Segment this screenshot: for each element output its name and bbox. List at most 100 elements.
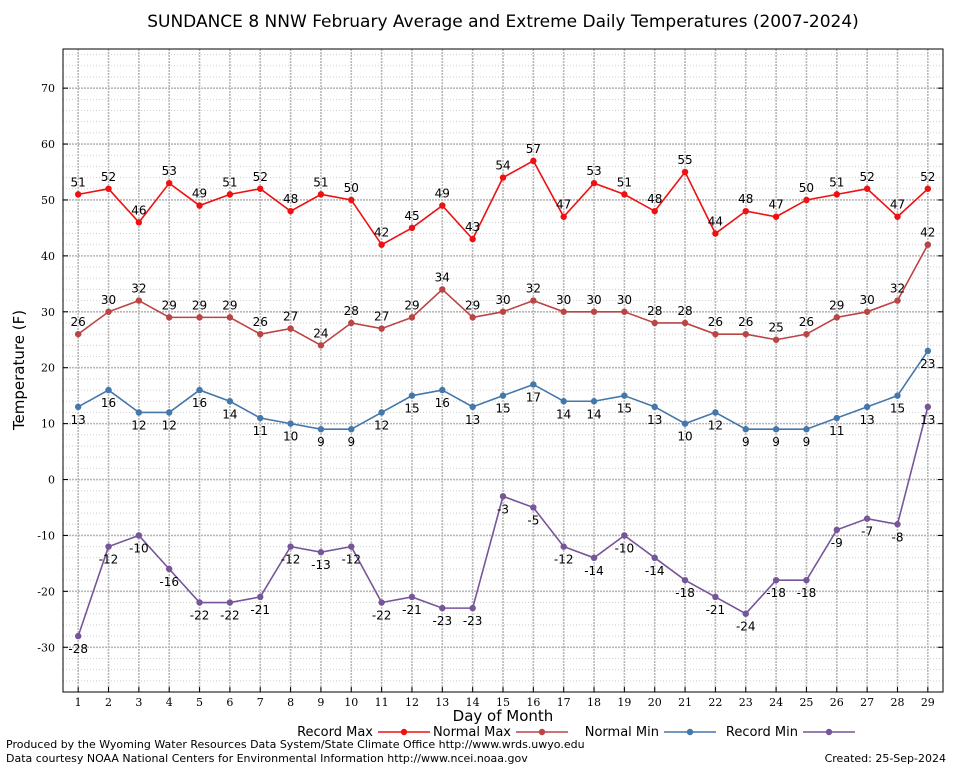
data-point-record-min	[530, 504, 537, 511]
data-label-normal-min: 9	[317, 435, 325, 449]
data-point-normal-min	[833, 414, 840, 422]
data-point-normal-min	[712, 409, 719, 416]
data-label-normal-max: 29	[222, 298, 237, 312]
x-tick-label: 26	[830, 696, 844, 709]
x-axis-title: Day of Month	[453, 707, 554, 725]
data-point-record-min	[833, 526, 840, 534]
x-tick-label: 18	[587, 696, 601, 709]
data-label-record-max: 53	[162, 164, 177, 178]
data-point-record-max	[74, 191, 82, 198]
data-label-record-min: -13	[311, 558, 331, 572]
data-label-normal-max: 28	[647, 304, 662, 318]
data-point-normal-min	[257, 414, 264, 422]
data-label-record-min: -23	[463, 614, 483, 628]
data-label-record-max: 51	[829, 175, 844, 189]
data-label-normal-max: 26	[799, 315, 814, 329]
x-tick-label: 2	[105, 696, 112, 709]
data-point-normal-max	[348, 319, 355, 327]
data-point-normal-max	[530, 297, 537, 304]
data-point-record-max	[863, 185, 871, 192]
data-label-record-max: 45	[404, 209, 419, 223]
x-tick-label: 21	[678, 696, 692, 709]
data-label-normal-min: 9	[347, 435, 355, 449]
data-point-record-min	[712, 593, 719, 601]
data-point-record-max	[408, 224, 416, 232]
data-point-record-min	[590, 554, 598, 562]
data-label-normal-max: 30	[495, 293, 510, 307]
data-label-normal-min: 9	[742, 435, 750, 449]
data-point-record-max	[833, 191, 840, 198]
series-record-max: 51 52 46 53 49 51 52 48 51 50 42 45 49 43 54 57 47 53 51 48…	[71, 142, 935, 248]
data-label-record-min: -3	[497, 502, 509, 516]
data-point-record-max	[499, 174, 507, 181]
chart-title: SUNDANCE 8 NNW February Average and Extr…	[147, 12, 859, 32]
data-point-record-min	[287, 543, 294, 550]
x-tick-label: 1	[75, 696, 82, 709]
data-label-record-min: -9	[831, 536, 843, 550]
data-point-normal-min	[226, 398, 234, 405]
data-point-record-min	[74, 632, 82, 640]
data-point-record-max	[105, 185, 112, 192]
data-point-record-max	[196, 202, 203, 209]
data-label-normal-min: 23	[920, 357, 935, 371]
y-tick-label: 10	[41, 418, 55, 431]
data-label-record-max: 50	[799, 181, 814, 195]
data-point-normal-min	[621, 392, 628, 399]
footer-created-date: Created: 25-Sep-2024	[825, 752, 946, 765]
data-label-normal-min: 12	[131, 418, 146, 432]
data-point-normal-max	[560, 308, 567, 315]
data-label-record-min: -28	[68, 642, 88, 656]
data-label-record-min: -24	[736, 620, 756, 634]
data-label-normal-min: 13	[647, 413, 662, 427]
x-tick-label: 28	[890, 696, 904, 709]
data-point-record-max	[348, 196, 355, 204]
data-point-normal-min	[105, 386, 112, 394]
data-point-record-max	[439, 202, 446, 209]
data-point-normal-max	[317, 342, 325, 349]
footer-data-courtesy: Data courtesy NOAA National Centers for …	[6, 752, 528, 765]
data-label-normal-max: 34	[435, 270, 450, 284]
x-tick-label: 27	[860, 696, 874, 709]
data-point-record-min	[772, 576, 780, 584]
x-tick-label: 25	[799, 696, 813, 709]
data-label-record-max: 52	[920, 170, 935, 184]
data-point-record-min	[499, 493, 507, 500]
data-point-record-max	[166, 179, 173, 187]
data-point-normal-max	[287, 325, 294, 332]
data-point-normal-min	[287, 420, 294, 427]
data-point-normal-min	[135, 409, 143, 416]
x-tick-label: 9	[317, 696, 324, 709]
data-label-normal-min: 9	[803, 435, 811, 449]
data-label-normal-min: 16	[192, 396, 207, 410]
y-tick-label: 0	[48, 474, 55, 487]
data-label-record-max: 47	[768, 198, 783, 212]
data-point-record-min	[924, 403, 932, 411]
data-label-normal-max: 30	[586, 293, 601, 307]
data-point-normal-max	[257, 330, 264, 338]
data-label-normal-min: 9	[772, 435, 780, 449]
data-point-record-max	[651, 207, 658, 215]
data-label-record-max: 47	[556, 198, 571, 212]
data-point-normal-max	[894, 297, 901, 304]
series-layer: 51 52 46 53 49 51 52 48 51 50 42 45 49 43 54 57 47 53 51 48…	[68, 142, 935, 656]
data-label-normal-max: 30	[617, 293, 632, 307]
data-point-record-min	[681, 576, 689, 584]
data-point-normal-max	[712, 330, 719, 338]
data-point-record-max	[287, 207, 294, 215]
data-label-record-min: -21	[402, 603, 422, 617]
data-label-normal-min: 14	[586, 407, 601, 421]
data-label-normal-max: 26	[253, 315, 268, 329]
legend-label-record-min: Record Min	[726, 725, 798, 740]
data-point-record-min	[469, 604, 476, 612]
x-tick-label: 20	[648, 696, 662, 709]
data-point-record-max	[803, 196, 810, 204]
data-label-record-min: -12	[554, 553, 574, 567]
data-label-normal-min: 11	[829, 424, 844, 438]
data-label-normal-min: 11	[253, 424, 268, 438]
x-tick-label: 17	[557, 696, 571, 709]
data-point-normal-min	[894, 392, 901, 399]
data-point-normal-max	[681, 319, 689, 327]
y-tick-label: 20	[41, 362, 55, 375]
data-point-normal-max	[378, 325, 385, 332]
data-point-record-min	[105, 543, 112, 550]
